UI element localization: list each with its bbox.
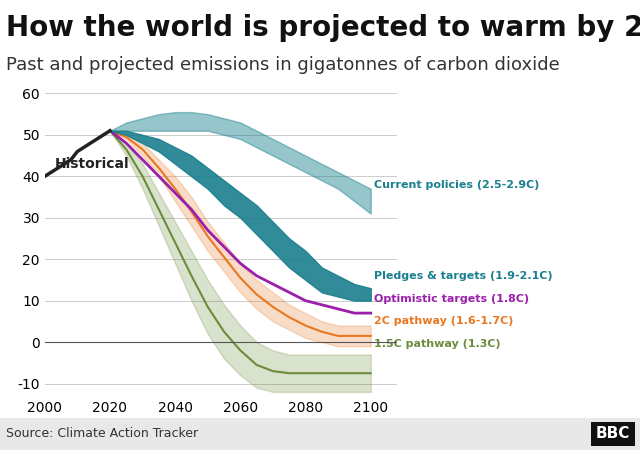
Text: Past and projected emissions in gigatonnes of carbon dioxide: Past and projected emissions in gigatonn… [6, 56, 560, 74]
Text: BBC: BBC [596, 426, 630, 441]
Text: Current policies (2.5-2.9C): Current policies (2.5-2.9C) [374, 180, 540, 189]
Text: Historical: Historical [54, 157, 129, 171]
Text: Source: Climate Action Tracker: Source: Climate Action Tracker [6, 428, 198, 440]
Text: 1.5C pathway (1.3C): 1.5C pathway (1.3C) [374, 339, 500, 349]
Text: Optimistic targets (1.8C): Optimistic targets (1.8C) [374, 293, 529, 304]
Text: 2C pathway (1.6-1.7C): 2C pathway (1.6-1.7C) [374, 316, 513, 326]
Text: Pledges & targets (1.9-2.1C): Pledges & targets (1.9-2.1C) [374, 271, 552, 281]
Text: How the world is projected to warm by 2100: How the world is projected to warm by 21… [6, 14, 640, 41]
